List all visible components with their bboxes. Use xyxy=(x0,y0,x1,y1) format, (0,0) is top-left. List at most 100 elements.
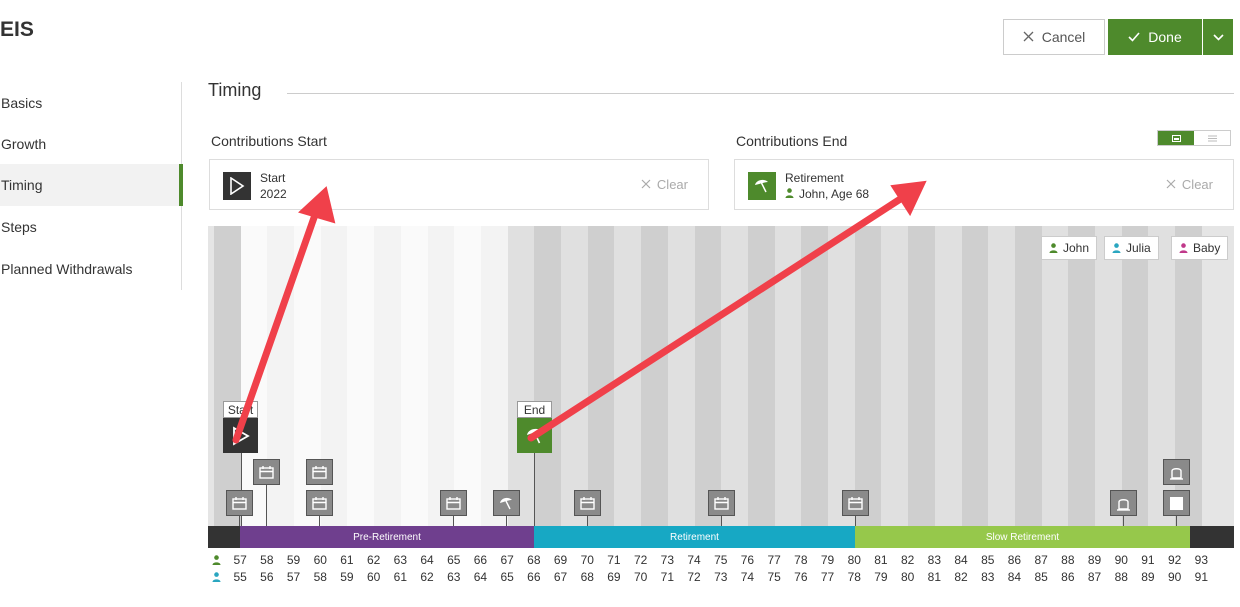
age-value: 63 xyxy=(393,553,408,567)
age-value: 85 xyxy=(981,553,995,567)
year-column xyxy=(854,226,882,526)
calendar-event-icon[interactable] xyxy=(708,490,735,516)
contributions-end-field[interactable]: Retirement John, Age 68 Clear xyxy=(734,159,1234,210)
legend-baby-button[interactable]: Baby xyxy=(1171,236,1229,260)
year-column xyxy=(400,226,428,526)
age-value: 68 xyxy=(580,570,594,584)
year-column xyxy=(961,226,989,526)
phase-retirement[interactable]: Retirement xyxy=(534,526,855,548)
year-column xyxy=(1121,226,1149,526)
age-value: 57 xyxy=(233,553,247,567)
sidebar-item-timing[interactable]: Timing xyxy=(0,164,183,206)
year-column xyxy=(1068,226,1096,526)
age-value: 79 xyxy=(874,570,888,584)
age-value: 91 xyxy=(1194,570,1209,584)
age-value: 70 xyxy=(633,570,648,584)
start-marker[interactable] xyxy=(223,418,258,453)
view-toggle[interactable] xyxy=(1157,130,1231,146)
calendar-event-icon[interactable] xyxy=(253,459,280,485)
age-value: 62 xyxy=(420,570,434,584)
start-stem xyxy=(241,453,242,526)
legend-john-button[interactable]: John xyxy=(1041,236,1098,260)
age-value: 60 xyxy=(366,570,381,584)
calendar-event-icon[interactable] xyxy=(842,490,869,516)
year-column xyxy=(774,226,802,526)
age-value: 78 xyxy=(794,553,808,567)
age-value: 93 xyxy=(1194,553,1209,567)
year-column xyxy=(373,226,401,526)
calendar-event-icon[interactable] xyxy=(574,490,601,516)
end-marker[interactable] xyxy=(517,418,552,453)
age-value: 86 xyxy=(1061,570,1075,584)
close-icon xyxy=(1023,29,1034,45)
person-icon xyxy=(212,555,221,565)
done-button[interactable]: Done xyxy=(1108,19,1202,55)
age-value: 72 xyxy=(633,553,648,567)
year-column xyxy=(987,226,1015,526)
age-value: 84 xyxy=(1007,570,1022,584)
age-value: 59 xyxy=(340,570,354,584)
age-value: 80 xyxy=(847,553,861,567)
age-value: 85 xyxy=(1034,570,1048,584)
year-column xyxy=(453,226,481,526)
close-icon xyxy=(641,177,651,192)
age-value: 69 xyxy=(607,570,621,584)
umbrella-icon xyxy=(526,428,542,443)
umbrella-event-icon[interactable] xyxy=(493,490,520,516)
year-column xyxy=(934,226,962,526)
year-column xyxy=(213,226,241,526)
legend-julia-button[interactable]: Julia xyxy=(1104,236,1159,260)
age-value: 70 xyxy=(580,553,594,567)
chevron-down-icon xyxy=(1212,28,1224,46)
age-value: 64 xyxy=(473,570,488,584)
contributions-start-field[interactable]: Start 2022 Clear xyxy=(209,159,709,210)
cancel-button[interactable]: Cancel xyxy=(1003,19,1105,55)
app-title: EIS xyxy=(0,18,34,41)
stop-event-icon[interactable] xyxy=(1163,490,1190,516)
phase-slow-retirement[interactable]: Slow Retirement xyxy=(855,526,1190,548)
age-value: 71 xyxy=(660,570,675,584)
year-column xyxy=(1014,226,1042,526)
contributions-start-title: Start xyxy=(260,171,286,185)
sidebar-item-basics[interactable]: Basics xyxy=(1,95,43,111)
done-label: Done xyxy=(1148,29,1182,45)
person-icon xyxy=(785,187,794,201)
timeline-chart: John Julia Baby Start End xyxy=(208,226,1234,526)
age-value: 57 xyxy=(286,570,301,584)
done-options-button[interactable] xyxy=(1203,19,1233,55)
list-view-icon[interactable] xyxy=(1194,131,1230,145)
calendar-event-icon[interactable] xyxy=(440,490,467,516)
age-value: 88 xyxy=(1114,570,1128,584)
age-value: 67 xyxy=(500,553,514,567)
age-value: 64 xyxy=(420,553,434,567)
sidebar-item-planned-withdrawals[interactable]: Planned Withdrawals xyxy=(1,261,133,277)
age-value: 59 xyxy=(286,553,301,567)
age-value: 63 xyxy=(447,570,461,584)
age-value: 77 xyxy=(820,570,835,584)
contributions-start-label: Contributions Start xyxy=(211,133,327,149)
year-column xyxy=(694,226,722,526)
play-icon xyxy=(232,425,250,446)
calendar-event-icon[interactable] xyxy=(306,459,333,485)
age-value: 76 xyxy=(794,570,808,584)
tombstone-event-icon[interactable] xyxy=(1110,490,1137,516)
sidebar: Basics Growth Timing Steps Planned Withd… xyxy=(0,82,183,290)
contributions-end-clear-button[interactable]: Clear xyxy=(1166,177,1213,192)
year-column xyxy=(801,226,829,526)
age-value: 74 xyxy=(687,553,701,567)
age-value: 66 xyxy=(473,553,488,567)
calendar-event-icon[interactable] xyxy=(226,490,253,516)
tombstone-event-icon[interactable] xyxy=(1163,459,1190,485)
sidebar-item-steps[interactable]: Steps xyxy=(1,219,37,235)
age-value: 82 xyxy=(900,553,915,567)
phase-pre-retirement[interactable]: Pre-Retirement xyxy=(240,526,534,548)
year-column xyxy=(480,226,508,526)
calendar-event-icon[interactable] xyxy=(306,490,333,516)
age-value: 67 xyxy=(553,570,568,584)
age-value: 90 xyxy=(1167,570,1182,584)
timeline-view-icon[interactable] xyxy=(1158,131,1194,145)
age-value: 62 xyxy=(366,553,381,567)
contributions-start-clear-button[interactable]: Clear xyxy=(641,177,688,192)
sidebar-item-growth[interactable]: Growth xyxy=(1,136,47,152)
age-value: 81 xyxy=(927,570,942,584)
